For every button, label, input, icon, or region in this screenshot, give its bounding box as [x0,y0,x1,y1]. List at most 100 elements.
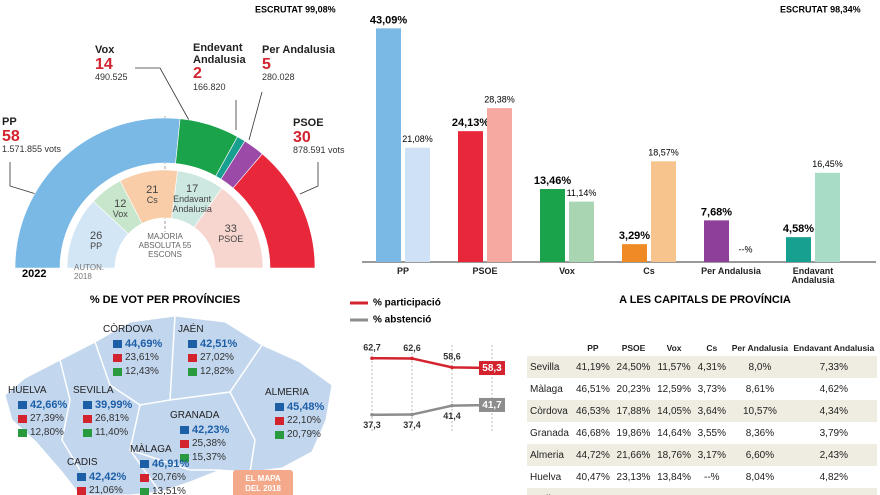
party-icon [140,488,149,495]
value-cell: 20,23% [616,383,651,395]
value-label: 37,3 [363,420,381,430]
ring-label: 26 PP [68,230,124,252]
series-line [371,356,493,370]
value-cell: 46,51% [575,383,610,395]
vote-count: 1.571.855 vots [2,144,62,155]
province-row: 12,43% [103,365,162,379]
scrutiny: ESCRUTAT 98,34% [780,4,861,14]
seat-count: 33 [224,223,237,236]
seat-count: 21 [146,184,159,197]
value-cell: 8,61% [745,383,775,395]
bar [405,147,430,262]
value-label: 37,4 [403,420,421,430]
value-label: 24,13% [452,117,490,129]
value-cell: 14,05% [653,400,695,422]
province-row: 20,79% [265,428,324,442]
province-row: 15,37% [170,451,229,465]
province-name: CÒRDOVA [103,324,153,335]
province-row: 46,91% [130,457,189,471]
province-value: 11,40% [95,427,129,438]
bar [487,108,512,262]
value-cell: 19,86% [616,427,651,439]
city-cell: Granada [530,427,569,439]
province-row: 12,82% [178,365,237,379]
seat-count: 2 [193,65,202,83]
vote-count: 166.820 [193,81,226,92]
seat-count: 5 [262,55,271,73]
province-value: 15,37% [192,452,226,463]
point [410,412,414,417]
province-row: 42,23% [170,423,229,437]
party-icon [83,429,92,437]
value-cell: 4,82% [819,471,848,483]
party-label: PP 58 1.571.855 vots [2,116,82,155]
city-cell: Huelva [530,471,562,483]
party-label: PSOE 30 878.591 vots [293,117,373,156]
value-label: 13,46% [534,175,572,187]
province-row: 39,99% [73,398,132,412]
province-row: 23,61% [103,351,162,365]
seat-count: 12 [114,198,127,211]
province-value: 44,69% [125,338,163,350]
bar [540,189,565,262]
leader-line [9,162,37,195]
value-cell: 40,47% [575,471,610,483]
value-label: 43,09% [370,14,408,26]
ring-label: 33 PSOE [203,223,259,245]
province-name: MÀLAGA [130,444,172,455]
value-cell: 8,04% [745,471,775,483]
value-cell: 18,76% [653,444,695,466]
party-icon [140,474,149,482]
header-cell: PSOE [621,342,646,353]
province-value: 20,79% [287,429,321,440]
value-cell: 4,31% [694,356,730,378]
province-row: 45,48% [265,400,324,414]
province-row: 21,06% [67,484,126,495]
seat-count: 58 [2,127,20,145]
party-icon [18,429,27,437]
value-cell: 3,17% [694,444,730,466]
x-tick-label: Vox [559,266,575,276]
value-box [479,361,505,376]
party-icon [83,401,92,409]
bar [458,131,483,262]
bar [651,161,676,262]
party-label: Per Andalusia 5 280.028 [262,44,342,83]
value-cell: 44,72% [572,444,614,466]
party-name: PP [90,241,103,252]
province-value: 39,99% [95,399,133,411]
ring-label: 21 Cs [124,184,180,206]
province: GRANADA 42,23% 25,38% 15,37% [170,409,229,465]
province-value: 42,66% [30,399,68,411]
seat-segment [232,153,316,269]
value-label: 41,4 [443,411,461,421]
province-value: 42,23% [192,424,230,436]
party-icon [275,431,284,439]
value-cell: 10,57% [729,400,791,422]
header-cell: PP [587,342,599,353]
party-name: Endavant Andalusia [172,194,212,215]
value-label: --% [739,244,753,254]
party-icon [18,401,27,409]
map-border [229,391,256,473]
bar [622,244,647,262]
value-cell: 21,66% [613,444,654,466]
point [410,356,414,361]
province: ALMERIA 45,48% 22,10% 20,79% [265,386,324,442]
province: CADIS 42,42% 21,06% [67,456,126,495]
seat-segment [193,187,264,269]
value-label: 11,14% [567,188,597,198]
value-cell: 3,64% [694,400,730,422]
province-row: 20,76% [130,471,189,485]
party-icon [275,403,284,411]
value-cell: 13,84% [657,471,692,483]
value-label: 7,68% [701,206,732,218]
party-icon [18,415,27,423]
leader-line [135,67,191,123]
value-cell: 7,06% [729,488,791,495]
city-cell: Almeria [527,444,573,466]
province-value: 42,51% [200,338,238,350]
province-name: ALMERIA [265,387,309,398]
city-cell: Màlaga [530,383,563,395]
